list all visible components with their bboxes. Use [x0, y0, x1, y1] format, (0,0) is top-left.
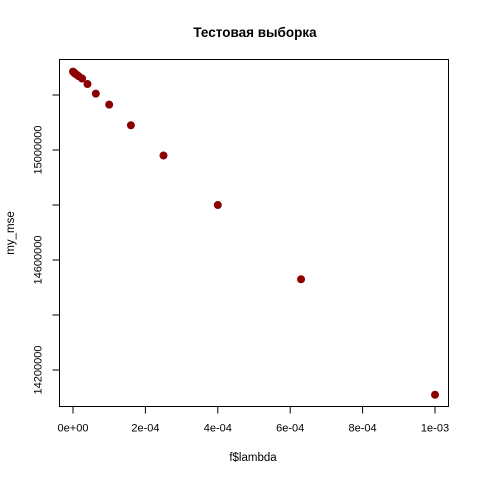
chart-title: Тестовая выборка	[193, 25, 317, 40]
y-axis-label: my_mse	[5, 211, 17, 254]
x-tick-label: 4e-04	[204, 423, 232, 435]
x-tick-label: 6e-04	[276, 423, 304, 435]
x-tick-label: 8e-04	[349, 423, 377, 435]
data-point	[430, 390, 439, 399]
data-points	[69, 67, 439, 399]
x-axis: 0e+00 2e-04 4e-04 6e-04 8e-04 1e-03	[58, 406, 449, 435]
x-tick-label: 2e-04	[131, 423, 159, 435]
data-point	[105, 100, 114, 109]
y-tick-label: 14600000	[33, 236, 45, 285]
data-point	[91, 89, 100, 98]
y-tick-label: 14200000	[33, 346, 45, 395]
y-axis: 14200000 14600000 15000000	[33, 94, 60, 395]
plot-area-box	[59, 59, 449, 407]
data-point	[126, 121, 135, 130]
y-tick-label: 15000000	[33, 126, 45, 175]
data-point	[297, 275, 306, 284]
data-point	[213, 200, 222, 209]
x-tick-label: 0e+00	[58, 423, 89, 435]
data-point	[159, 151, 168, 160]
data-point	[78, 74, 87, 83]
data-point	[83, 80, 92, 89]
x-axis-label: f$lambda	[229, 452, 277, 464]
x-tick-label: 1e-03	[421, 423, 449, 435]
